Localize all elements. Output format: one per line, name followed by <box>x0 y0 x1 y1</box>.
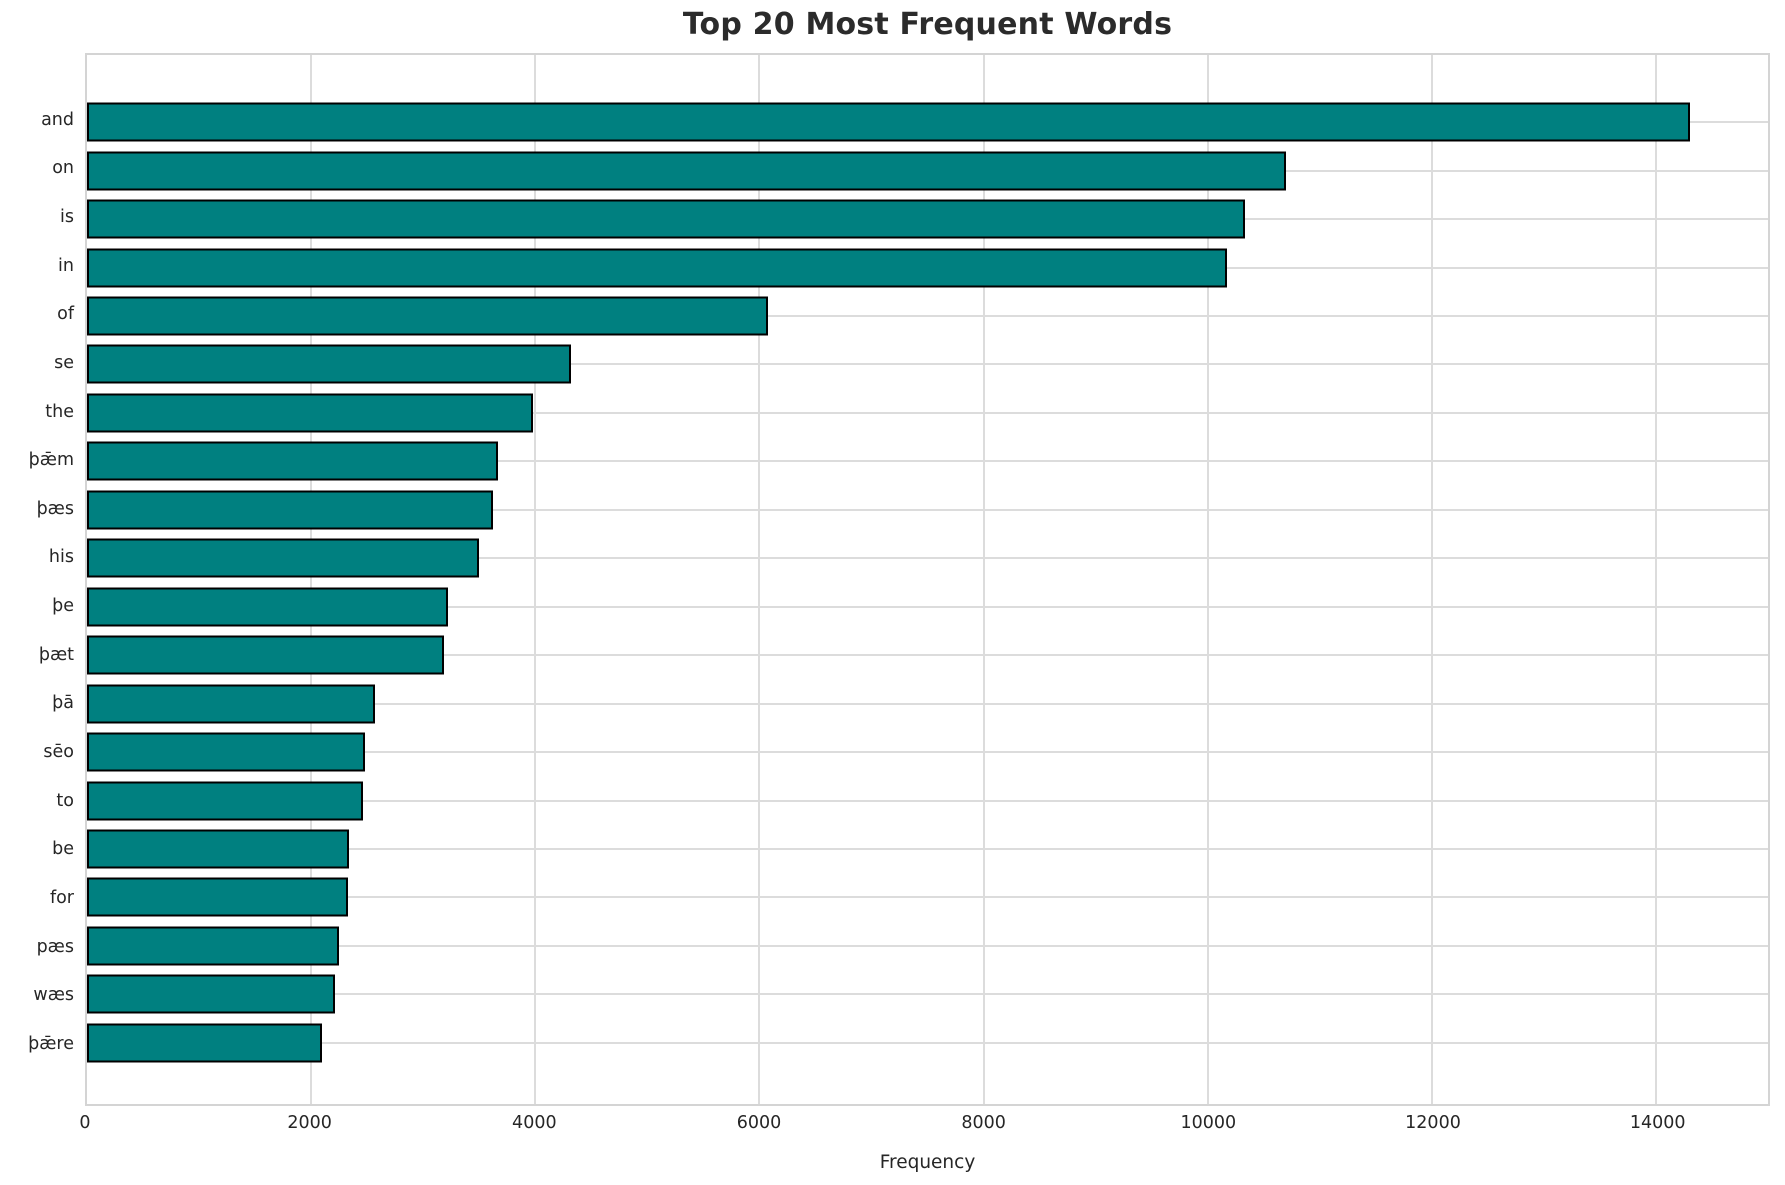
bar-row <box>87 970 1768 1018</box>
y-tick-label: for <box>49 888 74 909</box>
bar-row <box>87 534 1768 582</box>
gridline-horizontal <box>87 848 1768 851</box>
y-tick-label: on <box>52 158 74 179</box>
frequency-bar <box>87 151 1287 191</box>
y-tick-label: the <box>45 401 74 422</box>
x-axis-label: Frequency <box>879 1152 976 1173</box>
frequency-bar <box>87 538 480 578</box>
frequency-bar <box>87 248 1227 288</box>
y-tick-label: is <box>60 206 74 227</box>
gridline-vertical <box>758 55 761 1104</box>
frequency-bar <box>87 587 448 627</box>
frequency-bar <box>87 684 375 724</box>
frequency-bar <box>87 829 350 869</box>
gridline-horizontal <box>87 411 1768 414</box>
y-tick-label: be <box>52 839 74 860</box>
y-tick-label: and <box>41 109 74 130</box>
gridline-horizontal <box>87 702 1768 705</box>
frequency-bar <box>87 974 335 1014</box>
bar-row <box>87 340 1768 388</box>
y-tick-label: his <box>48 547 74 568</box>
bar-row <box>87 728 1768 776</box>
bar-row <box>87 825 1768 873</box>
x-tick-label: 10000 <box>1180 1113 1237 1133</box>
bar-row <box>87 679 1768 727</box>
y-tick-label: of <box>57 304 74 325</box>
frequency-bar <box>87 344 572 384</box>
gridline-horizontal <box>87 799 1768 802</box>
plot-area <box>85 53 1770 1106</box>
frequency-bar <box>87 199 1245 239</box>
frequency-bar <box>87 296 769 336</box>
y-tick-label: wæs <box>33 985 74 1006</box>
gridline-horizontal <box>87 363 1768 366</box>
gridline-vertical <box>1206 55 1209 1104</box>
bar-row <box>87 631 1768 679</box>
x-axis-ticks: 0 2000 4000 6000 8000 10000 12000 14000 <box>79 1113 1770 1139</box>
gridline-vertical <box>310 55 313 1104</box>
gridline-horizontal <box>87 1041 1768 1044</box>
bar-row <box>87 922 1768 970</box>
frequency-bar <box>87 635 445 675</box>
x-tick-label: 14000 <box>1629 1113 1686 1133</box>
bar-row <box>87 98 1768 146</box>
bar-row <box>87 583 1768 631</box>
bar-row <box>87 292 1768 340</box>
y-tick-label: in <box>58 255 74 276</box>
bar-rows <box>87 55 1768 1104</box>
y-tick-label: þe <box>52 596 74 617</box>
gridline-horizontal <box>87 751 1768 754</box>
gridline-horizontal <box>87 508 1768 511</box>
y-tick-label: þæs <box>36 498 74 519</box>
gridline-horizontal <box>87 654 1768 657</box>
x-tick-label: 6000 <box>736 1113 782 1133</box>
bar-row <box>87 195 1768 243</box>
x-tick-label: 2000 <box>287 1113 332 1133</box>
gridline-vertical <box>1654 55 1657 1104</box>
gridline-horizontal <box>87 557 1768 560</box>
y-tick-label: þǣre <box>28 1034 74 1055</box>
frequency-bar <box>87 441 499 481</box>
gridline-horizontal <box>87 896 1768 899</box>
bar-row <box>87 243 1768 291</box>
gridline-vertical <box>1430 55 1433 1104</box>
y-tick-label: to <box>56 790 74 811</box>
y-tick-label: se <box>54 352 74 373</box>
frequency-bar <box>87 102 1690 142</box>
y-axis-labels: and on is in of se the þǣm þæs his þe þæt þā sēo to be f… <box>0 53 74 1106</box>
x-tick-label: 0 <box>79 1113 91 1133</box>
bar-row <box>87 873 1768 921</box>
bar-row <box>87 146 1768 194</box>
gridline-horizontal <box>87 460 1768 463</box>
gridline-horizontal <box>87 993 1768 996</box>
y-tick-label: þǣm <box>28 450 74 471</box>
x-tick-label: 4000 <box>512 1113 557 1133</box>
gridline-horizontal <box>87 315 1768 318</box>
gridline-horizontal <box>87 605 1768 608</box>
frequency-bar <box>87 877 349 917</box>
gridline-vertical <box>982 55 985 1104</box>
y-tick-label: pæs <box>36 936 74 957</box>
bar-row <box>87 389 1768 437</box>
x-tick-label: 12000 <box>1405 1113 1461 1133</box>
frequency-bar <box>87 393 534 433</box>
frequency-bar <box>87 490 493 530</box>
bar-row <box>87 486 1768 534</box>
bar-row <box>87 1019 1768 1067</box>
frequency-bar <box>87 926 340 966</box>
y-tick-label: sēo <box>43 742 74 763</box>
gridline-vertical <box>534 55 537 1104</box>
y-tick-label: þā <box>52 693 74 714</box>
frequency-bar <box>87 732 365 772</box>
bar-row <box>87 776 1768 824</box>
frequency-bar <box>87 781 363 821</box>
x-tick-label: 8000 <box>961 1113 1006 1133</box>
chart-title: Top 20 Most Frequent Words <box>682 7 1173 42</box>
frequency-bar <box>87 1023 323 1063</box>
gridline-horizontal <box>87 944 1768 947</box>
bar-row <box>87 437 1768 485</box>
y-tick-label: þæt <box>38 644 74 665</box>
